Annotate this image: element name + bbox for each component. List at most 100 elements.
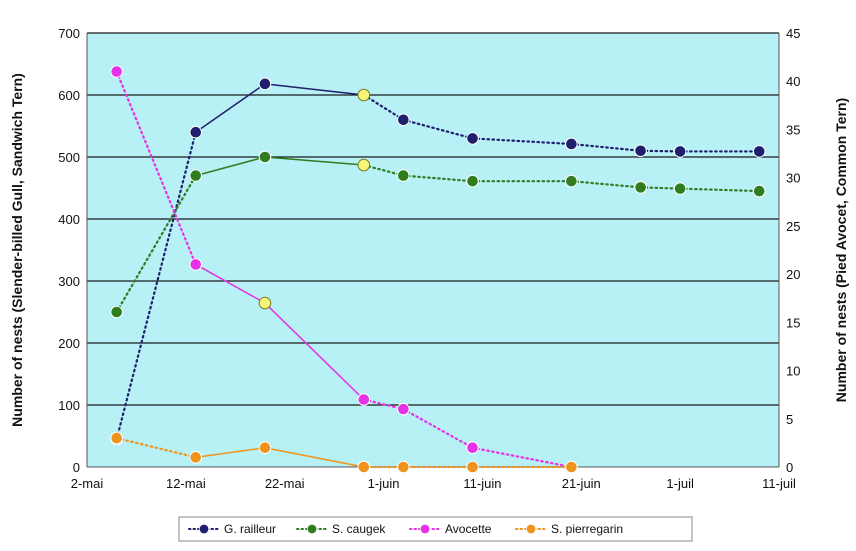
- data-point: [110, 305, 123, 319]
- data-point: [466, 132, 479, 145]
- data-point: [258, 296, 272, 310]
- x-tick-label: 22-mai: [265, 476, 305, 491]
- series-line-segment: [639, 149, 682, 153]
- data-point: [397, 460, 410, 474]
- data-point: [673, 182, 687, 195]
- series-line-segment: [115, 174, 197, 314]
- left-axis-title: Number of nests (Slender-billed Gull, Sa…: [9, 73, 25, 427]
- legend-label: S. caugek: [332, 522, 386, 536]
- legend-marker: [525, 523, 537, 535]
- data-point: [752, 184, 766, 198]
- series-line-segment: [639, 186, 682, 190]
- legend-label: G. railleur: [224, 522, 276, 536]
- series-line-segment: [570, 180, 642, 189]
- y-right-tick-label: 20: [786, 267, 800, 282]
- data-point: [357, 460, 371, 474]
- y-left-tick-label: 600: [58, 88, 80, 103]
- series: [110, 65, 766, 474]
- data-point: [466, 174, 479, 188]
- data-point: [565, 174, 578, 188]
- x-tick-label: 1-juil: [666, 476, 694, 491]
- y-left-tick-label: 0: [73, 460, 80, 475]
- data-point: [110, 65, 123, 78]
- legend-marker: [306, 523, 318, 535]
- y-right-tick-label: 35: [786, 122, 800, 137]
- data-point: [258, 441, 272, 455]
- tick-labels: 0 100 200 300 400 500 600 700 0 5 10 15 20 25 30 35 40 45…: [58, 26, 800, 491]
- y-right-tick-label: 0: [786, 460, 793, 475]
- y-right-tick-label: 30: [786, 171, 800, 186]
- series-line-segment: [679, 187, 761, 193]
- data-point: [634, 144, 647, 158]
- data-point: [565, 460, 578, 474]
- series-line-segment: [362, 163, 405, 177]
- y-left-tick-label: 400: [58, 212, 80, 227]
- legend-label: S. pierregarin: [551, 522, 623, 536]
- x-tick-label: 11-juil: [762, 476, 796, 491]
- data-point: [110, 431, 123, 445]
- series-line-segment: [194, 446, 266, 459]
- series-line-segment: [194, 156, 266, 177]
- x-tick-label: 11-juin: [463, 476, 501, 491]
- series-line-segment: [264, 302, 365, 401]
- series-line-segment: [471, 446, 573, 469]
- data-point: [752, 145, 766, 158]
- data-point: [189, 169, 203, 182]
- series-line-segment: [264, 156, 365, 166]
- legend: G. railleur S. caugek Avocette S. pierregar…: [178, 516, 693, 542]
- data-point: [466, 441, 479, 455]
- gridlines: [87, 32, 779, 406]
- legend-label: Avocette: [445, 522, 492, 536]
- y-left-tick-label: 700: [58, 26, 80, 41]
- series-line-segment: [115, 436, 197, 459]
- y-left-tick-label: 500: [58, 150, 80, 165]
- y-right-tick-label: 45: [786, 26, 800, 41]
- data-point: [189, 125, 203, 139]
- y-right-tick-label: 5: [786, 412, 793, 427]
- y-right-tick-label: 40: [786, 74, 800, 89]
- data-point: [189, 258, 203, 271]
- data-point: [189, 451, 203, 464]
- right-axis-title: Number of nests (Pied Avocet, Common Ter…: [833, 98, 849, 402]
- series-group: [110, 150, 766, 319]
- data-point: [357, 393, 371, 406]
- legend-marker: [198, 523, 210, 535]
- series-line-segment: [115, 131, 197, 441]
- y-left-tick-label: 300: [58, 274, 80, 289]
- series-line-segment: [402, 408, 474, 449]
- data-point: [673, 145, 687, 158]
- series-line-segment: [264, 446, 365, 468]
- legend-box: [178, 516, 693, 542]
- y-right-tick-label: 10: [786, 364, 800, 379]
- data-point: [397, 402, 410, 416]
- series-group: [110, 431, 578, 474]
- y-left-tick-label: 100: [58, 398, 80, 413]
- legend-items: G. railleur S. caugek Avocette S. pierregar…: [188, 522, 623, 536]
- y-right-tick-label: 25: [786, 219, 800, 234]
- legend-marker: [419, 523, 431, 535]
- series-line-segment: [570, 142, 642, 152]
- data-point: [357, 158, 371, 172]
- data-point: [258, 150, 272, 164]
- data-point: [397, 113, 410, 127]
- x-tick-label: 2-mai: [71, 476, 104, 491]
- x-tick-label: 12-mai: [166, 476, 206, 491]
- data-point: [397, 169, 410, 182]
- series-line-segment: [402, 174, 474, 183]
- x-tick-label: 21-juin: [562, 476, 601, 491]
- data-point: [258, 77, 272, 91]
- series-line-segment: [471, 137, 573, 146]
- y-right-tick-label: 15: [786, 315, 800, 330]
- series-line-segment: [115, 70, 197, 266]
- y-left-tick-label: 200: [58, 336, 80, 351]
- series-line-segment: [362, 398, 405, 411]
- series-line-segment: [402, 118, 474, 140]
- series-line-segment: [194, 263, 266, 304]
- data-point: [466, 460, 479, 474]
- series-group: [110, 65, 578, 474]
- data-point: [357, 88, 371, 102]
- x-tick-label: 1-juin: [368, 476, 400, 491]
- data-point: [634, 181, 647, 194]
